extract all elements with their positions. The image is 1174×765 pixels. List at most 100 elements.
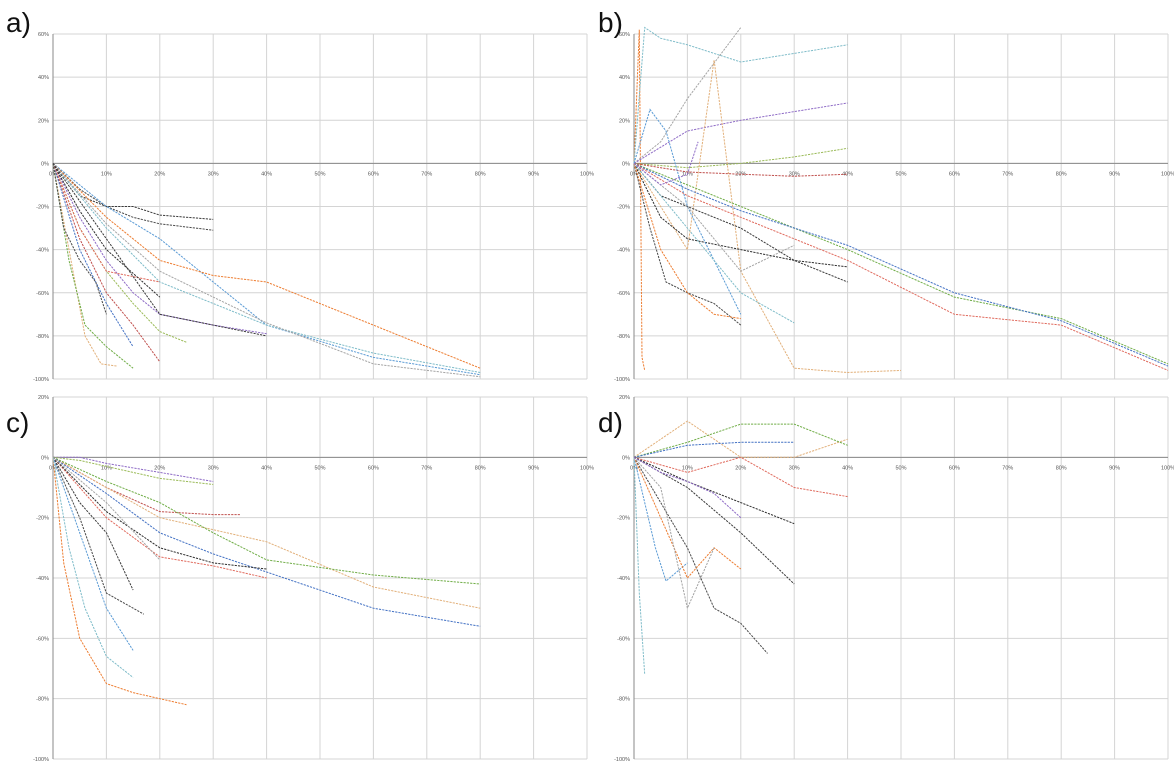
data-series-line (633, 163, 848, 268)
data-series-line (633, 162, 1169, 365)
x-tick-label: 70% (1002, 465, 1013, 471)
chart-panel-3: 20%0%-20%-40%-60%-80%-100%0%10%20%30%40%… (6, 395, 594, 763)
y-tick-label: -20% (617, 205, 630, 211)
y-tick-label: -100% (33, 377, 49, 383)
data-series-line (633, 441, 795, 458)
data-series-line (52, 456, 161, 561)
data-series-line (52, 456, 481, 627)
x-tick-label: 100% (1161, 171, 1174, 177)
data-series-line (52, 163, 118, 367)
data-series-line (633, 456, 795, 525)
data-series-line (52, 456, 267, 579)
data-series-line (633, 141, 699, 186)
y-tick-label: 20% (38, 118, 49, 124)
y-tick-label: -80% (617, 334, 630, 340)
data-series-line (52, 456, 481, 609)
panel-label: c) (6, 407, 29, 438)
x-tick-label: 100% (580, 171, 594, 177)
y-tick-label: -60% (36, 636, 49, 642)
data-series-line (633, 162, 1169, 371)
data-series-line (633, 162, 848, 177)
data-series-line (633, 456, 715, 610)
y-tick-label: 0% (41, 455, 49, 461)
x-tick-label: 30% (789, 171, 800, 177)
chart-panel-2: 60%40%20%0%-20%-40%-60%-80%-100%0%10%20%… (598, 7, 1174, 383)
x-tick-label: 10% (101, 171, 112, 177)
y-tick-label: -40% (36, 576, 49, 582)
data-series-line (53, 456, 214, 482)
y-tick-label: -20% (617, 516, 630, 522)
y-tick-label: -40% (36, 248, 49, 254)
chart-panels: 60% 40% 20% 0% -20% -40% -60% -80% -100% 0% 10% 20%… (6, 7, 1174, 763)
x-tick-label: 60% (949, 465, 960, 471)
x-tick-label: 40% (261, 465, 272, 471)
y-tick-label: -40% (617, 248, 630, 254)
data-series-line (52, 457, 134, 591)
data-series-line (52, 456, 214, 485)
chart-panel-4: 20%0%-20%-40%-60%-80%-100%0%10%20%30%40%… (598, 395, 1174, 763)
y-tick-label: 0% (41, 161, 49, 167)
data-series-line (633, 457, 646, 675)
data-series-line (633, 457, 768, 654)
data-series-line (52, 163, 134, 347)
data-series-line (52, 163, 214, 231)
y-tick-label: 20% (619, 118, 630, 124)
x-tick-label: 90% (1109, 465, 1120, 471)
data-series-line (633, 108, 742, 315)
data-series-line (633, 29, 646, 371)
data-series-line (52, 163, 107, 315)
y-tick-label: -80% (36, 334, 49, 340)
x-tick-label: 70% (421, 465, 432, 471)
data-series-line (633, 163, 795, 324)
y-tick-label: 40% (619, 75, 630, 81)
data-series-line (52, 163, 134, 369)
x-tick-label: 80% (1056, 171, 1067, 177)
data-series-line (633, 456, 795, 585)
y-tick-label: 60% (38, 32, 49, 38)
y-tick-label: 20% (619, 395, 630, 401)
data-series-line (52, 456, 481, 585)
data-series-line (633, 456, 848, 498)
y-tick-label: -100% (614, 757, 630, 763)
data-series-line (52, 457, 187, 706)
y-tick-label: -60% (617, 291, 630, 297)
y-tick-label: -20% (36, 205, 49, 211)
data-series-line (633, 59, 902, 374)
y-tick-label: 60% (619, 32, 630, 38)
x-tick-label: 40% (842, 465, 853, 471)
x-tick-label: 100% (580, 465, 594, 471)
x-tick-label: 50% (314, 171, 325, 177)
x-tick-label: 80% (475, 465, 486, 471)
x-tick-label: 60% (949, 171, 960, 177)
y-tick-label: -60% (617, 636, 630, 642)
x-tick-label: 30% (789, 465, 800, 471)
y-tick-label: 40% (38, 75, 49, 81)
panel-label: d) (598, 407, 623, 438)
data-series-line (633, 147, 848, 169)
y-tick-label: -80% (617, 697, 630, 703)
data-series-line (633, 102, 848, 164)
y-tick-label: 20% (38, 395, 49, 401)
data-series-line (633, 456, 742, 519)
data-series-line (52, 457, 134, 678)
data-series-line (633, 163, 741, 320)
x-tick-label: 90% (1109, 171, 1120, 177)
y-tick-label: 0% (622, 455, 630, 461)
y-tick-label: -80% (36, 697, 49, 703)
x-tick-label: 60% (368, 171, 379, 177)
data-series-line (52, 163, 481, 376)
x-tick-label: 60% (368, 465, 379, 471)
x-tick-label: 10% (101, 465, 112, 471)
x-tick-label: 90% (528, 171, 539, 177)
data-series-line (633, 457, 688, 582)
y-tick-label: 0% (622, 161, 630, 167)
y-tick-label: -20% (36, 516, 49, 522)
data-series-line (633, 27, 742, 164)
data-series-line (633, 26, 848, 164)
x-tick-label: 10% (682, 465, 693, 471)
x-tick-label: 50% (314, 465, 325, 471)
x-tick-label: 20% (154, 465, 165, 471)
data-series-line (52, 457, 134, 651)
data-series-line (633, 457, 742, 579)
